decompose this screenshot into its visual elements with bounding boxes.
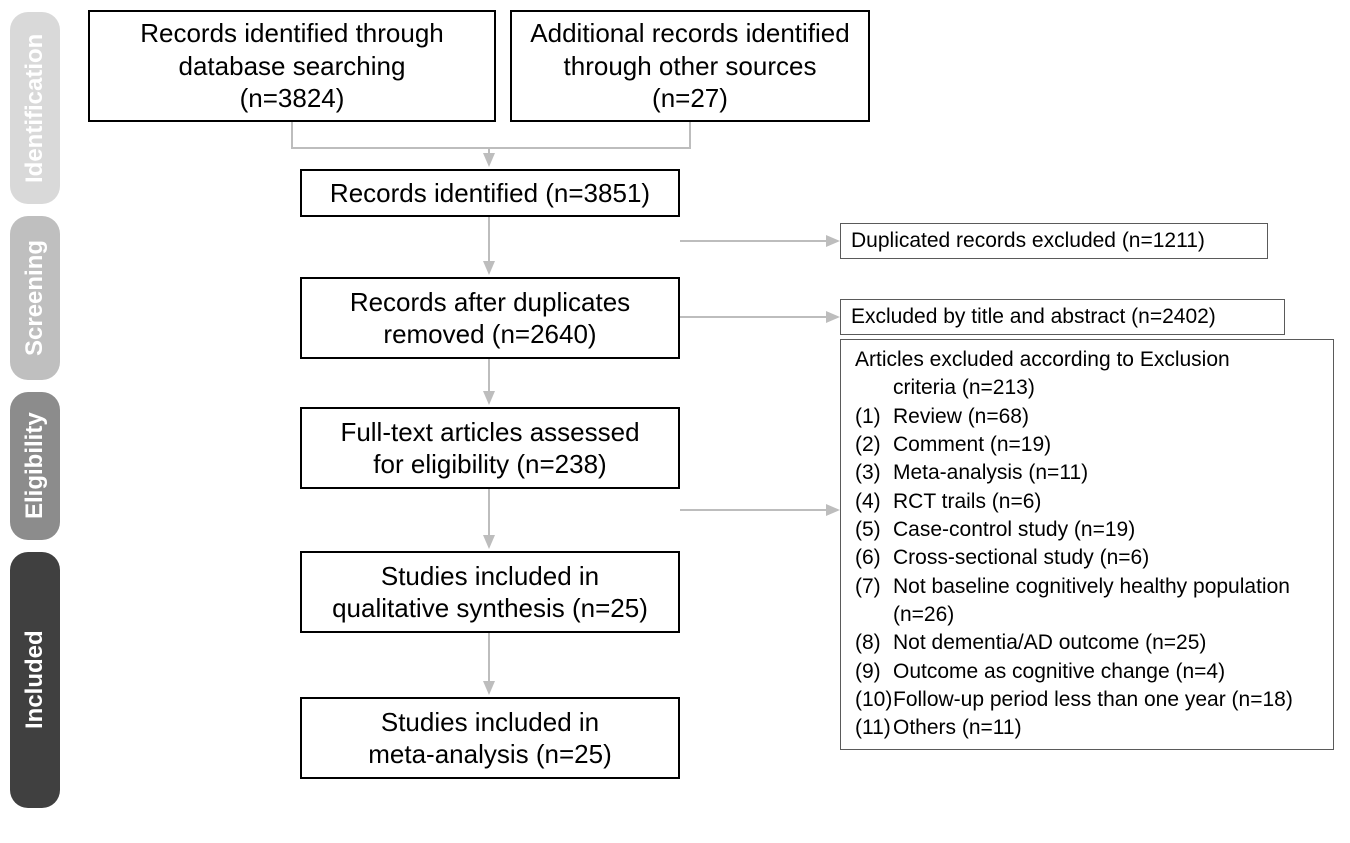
side-box-duplicates-excluded: Duplicated records excluded (n=1211): [840, 223, 1268, 259]
exclusion-item-number: (10): [855, 686, 893, 714]
exclusion-item-text: Not baseline cognitively healthy populat…: [893, 573, 1323, 630]
box-line: database searching: [140, 50, 444, 83]
stage-label-text: Included: [21, 631, 49, 730]
box-line: removed (n=2640): [350, 318, 630, 351]
box-line: Records identified through: [140, 17, 444, 50]
exclusion-item: (3)Meta-analysis (n=11): [855, 459, 1323, 487]
stage-label-text: Screening: [21, 240, 49, 356]
box-line: for eligibility (n=238): [340, 448, 639, 481]
exclusion-item-number: (8): [855, 629, 893, 657]
box-line: Studies included in: [368, 706, 612, 739]
exclusion-item-text: Comment (n=19): [893, 431, 1323, 459]
exclusion-item-number: (5): [855, 516, 893, 544]
exclusion-item-number: (7): [855, 573, 893, 630]
side-box-title-abstract-excluded: Excluded by title and abstract (n=2402): [840, 299, 1285, 335]
box-line: through other sources: [530, 50, 849, 83]
exclusion-item-text: Others (n=11): [893, 714, 1323, 742]
stage-label-screening: Screening: [10, 216, 60, 380]
exclusion-item-text: Case-control study (n=19): [893, 516, 1323, 544]
box-line: Records after duplicates: [350, 286, 630, 319]
box-fulltext-assessed: Full-text articles assessed for eligibil…: [300, 407, 680, 489]
exclusion-item-text: Outcome as cognitive change (n=4): [893, 658, 1323, 686]
exclusion-item: (7)Not baseline cognitively healthy popu…: [855, 573, 1323, 630]
exclusion-header-line: Articles excluded according to Exclusion: [855, 348, 1230, 371]
box-line: meta-analysis (n=25): [368, 738, 612, 771]
exclusion-item-text: Follow-up period less than one year (n=1…: [893, 686, 1323, 714]
stage-label-included: Included: [10, 552, 60, 808]
box-line: (n=3824): [140, 82, 444, 115]
exclusion-item: (2)Comment (n=19): [855, 431, 1323, 459]
exclusion-item: (4)RCT trails (n=6): [855, 488, 1323, 516]
box-line: (n=27): [530, 82, 849, 115]
exclusion-item: (6)Cross-sectional study (n=6): [855, 544, 1323, 572]
box-db-search: Records identified through database sear…: [88, 10, 496, 122]
exclusion-items: (1)Review (n=68)(2)Comment (n=19)(3)Meta…: [855, 403, 1323, 743]
exclusion-item-number: (11): [855, 714, 893, 742]
exclusion-item-number: (4): [855, 488, 893, 516]
box-records-identified: Records identified (n=3851): [300, 169, 680, 217]
exclusion-item: (11)Others (n=11): [855, 714, 1323, 742]
box-line: Records identified (n=3851): [330, 177, 650, 210]
exclusion-item-number: (9): [855, 658, 893, 686]
box-line: Full-text articles assessed: [340, 416, 639, 449]
box-other-sources: Additional records identified through ot…: [510, 10, 870, 122]
exclusion-item-text: Not dementia/AD outcome (n=25): [893, 629, 1323, 657]
exclusion-item: (9)Outcome as cognitive change (n=4): [855, 658, 1323, 686]
exclusion-item-text: Meta-analysis (n=11): [893, 459, 1323, 487]
box-line: Studies included in: [332, 560, 648, 593]
exclusion-item-number: (6): [855, 544, 893, 572]
exclusion-item-number: (1): [855, 403, 893, 431]
exclusion-item-text: Review (n=68): [893, 403, 1323, 431]
box-qualitative-synthesis: Studies included in qualitative synthesi…: [300, 551, 680, 633]
exclusion-criteria-box: Articles excluded according to Exclusion…: [840, 339, 1334, 750]
exclusion-item: (10)Follow-up period less than one year …: [855, 686, 1323, 714]
exclusion-item-number: (3): [855, 459, 893, 487]
stage-label-text: Identification: [21, 33, 49, 182]
stage-label-text: Eligibility: [21, 413, 49, 520]
exclusion-item-text: RCT trails (n=6): [893, 488, 1323, 516]
side-box-text: Excluded by title and abstract (n=2402): [851, 303, 1216, 330]
box-meta-analysis: Studies included in meta-analysis (n=25): [300, 697, 680, 779]
exclusion-header-line: criteria (n=213): [855, 376, 1035, 399]
box-after-duplicates: Records after duplicates removed (n=2640…: [300, 277, 680, 359]
box-line: Additional records identified: [530, 17, 849, 50]
exclusion-item: (8)Not dementia/AD outcome (n=25): [855, 629, 1323, 657]
side-box-text: Duplicated records excluded (n=1211): [851, 227, 1205, 254]
exclusion-item: (5)Case-control study (n=19): [855, 516, 1323, 544]
exclusion-header: Articles excluded according to Exclusion…: [855, 346, 1323, 403]
box-line: qualitative synthesis (n=25): [332, 592, 648, 625]
exclusion-item-number: (2): [855, 431, 893, 459]
stage-label-identification: Identification: [10, 12, 60, 204]
exclusion-item-text: Cross-sectional study (n=6): [893, 544, 1323, 572]
stage-label-eligibility: Eligibility: [10, 392, 60, 540]
exclusion-item: (1)Review (n=68): [855, 403, 1323, 431]
